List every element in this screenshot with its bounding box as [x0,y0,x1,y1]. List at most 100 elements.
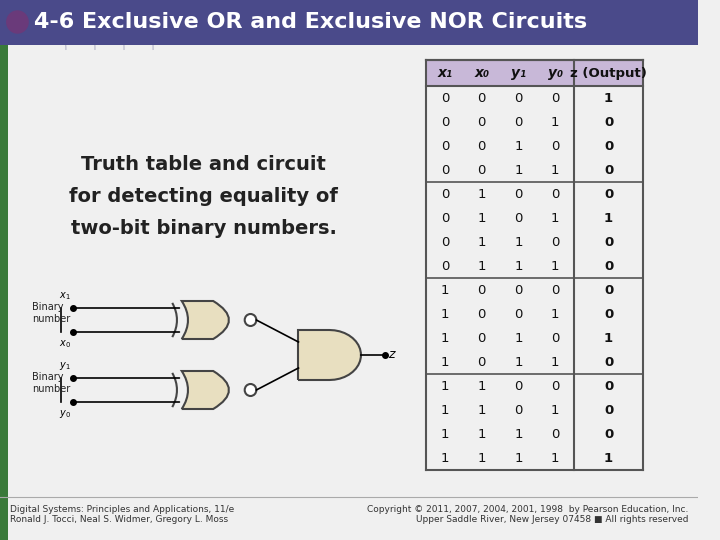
Text: two-bit binary numbers.: two-bit binary numbers. [71,219,336,239]
Text: $y_1$: $y_1$ [59,360,71,372]
Text: 0: 0 [477,284,486,296]
Text: 1: 1 [477,428,486,441]
Text: 1: 1 [514,428,523,441]
Text: 0: 0 [604,187,613,200]
Text: Ronald J. Tocci, Neal S. Widmer, Gregory L. Moss: Ronald J. Tocci, Neal S. Widmer, Gregory… [9,515,228,524]
Text: 1: 1 [551,403,559,416]
Text: 1: 1 [441,451,449,464]
Text: 0: 0 [477,355,486,368]
Text: 0: 0 [514,380,523,393]
Text: 1: 1 [477,403,486,416]
Text: x₀: x₀ [474,66,489,80]
Text: 1: 1 [514,164,523,177]
Text: $y_0$: $y_0$ [59,408,71,420]
Text: 0: 0 [551,235,559,248]
Text: 0: 0 [604,380,613,393]
Text: 0: 0 [441,139,449,152]
PathPatch shape [181,371,229,409]
FancyBboxPatch shape [426,60,644,86]
Text: 1: 1 [551,164,559,177]
Text: 1: 1 [514,451,523,464]
Text: 0: 0 [477,332,486,345]
Text: 1: 1 [441,355,449,368]
Text: 1: 1 [477,212,486,225]
Text: 0: 0 [604,260,613,273]
FancyBboxPatch shape [0,45,8,540]
Text: 0: 0 [477,139,486,152]
Text: 1: 1 [514,332,523,345]
Text: 0: 0 [441,187,449,200]
Text: 1: 1 [441,332,449,345]
Text: 0: 0 [551,284,559,296]
Text: 1: 1 [551,451,559,464]
Text: 1: 1 [551,212,559,225]
Circle shape [245,384,256,396]
Text: 0: 0 [551,332,559,345]
Text: 1: 1 [551,260,559,273]
Text: 1: 1 [551,355,559,368]
Circle shape [6,11,28,33]
Text: 1: 1 [441,284,449,296]
Text: 1: 1 [551,307,559,321]
Text: 1: 1 [604,91,613,105]
Text: 0: 0 [551,380,559,393]
Text: 0: 0 [514,212,523,225]
Text: 0: 0 [551,187,559,200]
Text: 1: 1 [514,139,523,152]
Text: 0: 0 [441,164,449,177]
Text: 0: 0 [551,91,559,105]
Text: 1: 1 [604,212,613,225]
Text: 1: 1 [477,235,486,248]
Text: 0: 0 [604,428,613,441]
Text: 0: 0 [514,116,523,129]
Text: 0: 0 [441,91,449,105]
Text: 1: 1 [441,428,449,441]
Text: Truth table and circuit: Truth table and circuit [81,156,326,174]
Text: 1: 1 [477,451,486,464]
Text: 0: 0 [604,403,613,416]
Text: 1: 1 [514,260,523,273]
Text: 0: 0 [604,164,613,177]
Text: for detecting equality of: for detecting equality of [69,187,338,206]
Text: z (Output): z (Output) [570,66,647,79]
PathPatch shape [181,301,229,339]
Text: 1: 1 [477,380,486,393]
Text: 0: 0 [514,307,523,321]
Text: Digital Systems: Principles and Applications, 11/e: Digital Systems: Principles and Applicat… [9,505,234,514]
Text: 0: 0 [514,187,523,200]
Text: 4-6 Exclusive OR and Exclusive NOR Circuits: 4-6 Exclusive OR and Exclusive NOR Circu… [34,12,587,32]
Text: 0: 0 [441,235,449,248]
Text: 0: 0 [477,116,486,129]
Text: x₁: x₁ [437,66,452,80]
Text: 1: 1 [441,307,449,321]
Text: 1: 1 [604,451,613,464]
Text: 0: 0 [604,355,613,368]
Text: 0: 0 [604,139,613,152]
Text: 0: 0 [514,284,523,296]
Text: 0: 0 [514,91,523,105]
Text: Binary
number: Binary number [32,372,71,394]
Text: $x_0$: $x_0$ [59,338,71,350]
Text: y₀: y₀ [548,66,563,80]
Text: 0: 0 [604,307,613,321]
Text: 1: 1 [441,403,449,416]
Text: 1: 1 [514,355,523,368]
Text: $x_1$: $x_1$ [59,290,71,302]
Text: 1: 1 [477,187,486,200]
Text: 0: 0 [477,164,486,177]
Text: 0: 0 [604,235,613,248]
Text: 0: 0 [441,116,449,129]
Text: y₁: y₁ [511,66,526,80]
Text: z: z [388,348,395,361]
Text: 0: 0 [551,428,559,441]
Text: 0: 0 [441,212,449,225]
Text: 0: 0 [477,91,486,105]
Text: 0: 0 [551,139,559,152]
Text: 1: 1 [514,235,523,248]
PathPatch shape [298,330,361,380]
Text: 0: 0 [441,260,449,273]
Text: Copyright © 2011, 2007, 2004, 2001, 1998  by Pearson Education, Inc.
Upper Saddl: Copyright © 2011, 2007, 2004, 2001, 1998… [366,505,688,524]
Text: 1: 1 [551,116,559,129]
Text: 0: 0 [604,116,613,129]
Text: 0: 0 [477,307,486,321]
